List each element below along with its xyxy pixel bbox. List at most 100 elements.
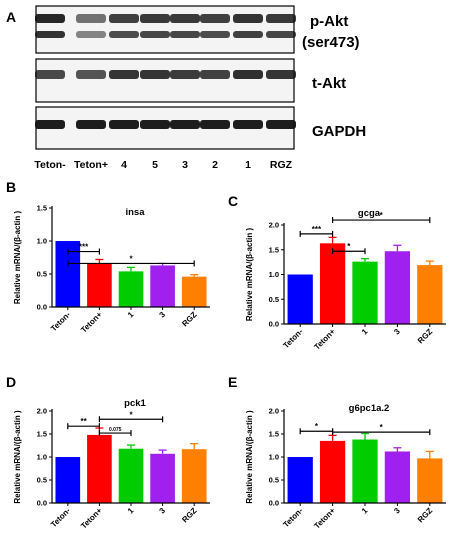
x-tick-label: Teton-	[49, 310, 72, 333]
blot-band	[170, 120, 200, 129]
lane-label: Teton-	[34, 159, 66, 171]
blot-band	[140, 70, 170, 79]
x-tick-label: 3	[392, 506, 402, 516]
x-tick-label: RGZ	[416, 506, 434, 524]
chart-title: g6pc1a.2	[349, 403, 390, 414]
chart-title: gcga	[358, 208, 381, 219]
y-tick-label: 0.5	[37, 270, 47, 279]
bar	[352, 439, 378, 503]
bar	[87, 263, 112, 307]
panel-letter-c: C	[228, 193, 238, 209]
blot-band	[233, 14, 263, 23]
x-tick-label: Teton+	[312, 506, 337, 531]
x-tick-label: 1	[360, 327, 370, 337]
significance-label: *	[380, 423, 384, 432]
blot-band	[109, 14, 139, 23]
x-tick-label: 3	[158, 310, 168, 320]
y-tick-label: 0.0	[269, 499, 279, 508]
bar	[181, 276, 207, 307]
blot-band	[35, 31, 65, 38]
lane-label: 5	[152, 159, 158, 171]
blot-band	[266, 70, 296, 79]
lane-label: 2	[212, 159, 218, 171]
blot-label-pakt: p-Akt	[310, 13, 348, 30]
bar	[384, 251, 411, 324]
blot-band	[35, 70, 65, 79]
y-tick-label: 1.5	[37, 204, 47, 213]
panel-letter-e: E	[228, 374, 237, 390]
blot-band	[170, 31, 200, 38]
y-tick-label: 0.5	[269, 476, 279, 485]
y-tick-label: 1.0	[269, 270, 279, 279]
x-tick-label: RGZ	[180, 310, 198, 328]
y-tick-label: 1.5	[37, 430, 47, 439]
bar	[118, 271, 144, 307]
chart-g6pc1a2: g6pc1a.2 Relative mRNA/(β-actin ) 0.0 0.5 1.…	[245, 403, 446, 531]
y-axis-label: Relative mRNA/(β-actin )	[245, 410, 254, 504]
blot-label-takt: t-Akt	[312, 75, 346, 92]
bar	[319, 440, 346, 503]
blot-band	[200, 31, 230, 38]
significance-label: ***	[79, 243, 89, 252]
significance-label: ***	[312, 225, 322, 234]
x-tick-label: Teton+	[312, 327, 337, 352]
chart-insa: insa Relative mRNA/(β-actin ) 0.0 0.5 1.0 1.5…	[13, 204, 210, 335]
panel-letter-d: D	[6, 374, 16, 390]
bar	[55, 457, 81, 503]
blot-band	[35, 120, 65, 129]
blot-band	[140, 120, 170, 129]
bar	[287, 457, 313, 503]
x-tick-label: Teton-	[281, 327, 304, 350]
y-tick-label: 2.0	[269, 221, 279, 230]
blot-band	[233, 120, 263, 129]
lane-label: 3	[182, 159, 188, 171]
chart-title: insa	[125, 207, 145, 218]
blot-band	[35, 14, 65, 23]
blot-band	[233, 70, 263, 79]
blot-box-pakt	[35, 5, 295, 54]
x-tick-label: Teton-	[281, 506, 304, 529]
bar	[287, 274, 313, 324]
blot-band	[109, 31, 139, 38]
chart-gcga: gcga Relative mRNA/(β-actin ) 0.0 0.5 1.0 1.5…	[245, 208, 446, 352]
significance-label: *	[129, 410, 133, 419]
bar	[352, 261, 378, 324]
x-tick-label: 3	[392, 327, 402, 337]
y-tick-label: 1.0	[37, 237, 47, 246]
y-tick-label: 1.5	[269, 245, 279, 254]
significance-label: 0.075	[109, 427, 122, 433]
y-axis-label: Relative mRNA/(β-actin )	[13, 410, 22, 504]
y-tick-label: 1.0	[37, 453, 47, 462]
y-tick-label: 0.5	[269, 295, 279, 304]
chart-title: pck1	[124, 398, 146, 409]
blot-band	[266, 120, 296, 129]
blot-band	[76, 31, 106, 38]
y-tick-label: 0.0	[37, 499, 47, 508]
blot-band	[266, 14, 296, 23]
x-tick-label: 1	[360, 506, 370, 516]
y-tick-label: 1.5	[269, 430, 279, 439]
lane-label: 1	[245, 159, 251, 171]
bar	[181, 449, 207, 503]
y-tick-label: 1.0	[269, 453, 279, 462]
x-tick-label: 3	[158, 506, 168, 516]
blot-band	[109, 120, 139, 129]
blot-band	[233, 31, 263, 38]
chart-pck1: pck1 Relative mRNA/(β-actin ) 0.0 0.5 1.0 1.5…	[13, 398, 210, 531]
x-tick-label: Teton+	[79, 310, 104, 335]
blot-band	[200, 70, 230, 79]
lane-label: 4	[121, 159, 127, 171]
bar	[118, 448, 144, 503]
x-tick-label: RGZ	[416, 327, 434, 345]
bar	[319, 243, 346, 324]
y-axis-label: Relative mRNA/(β-actin )	[13, 210, 22, 304]
y-tick-label: 2.0	[37, 407, 47, 416]
y-tick-label: 0.0	[269, 320, 279, 329]
blot-band	[76, 70, 106, 79]
bar	[150, 453, 175, 503]
x-tick-label: Teton-	[49, 506, 72, 529]
blot-band	[109, 70, 139, 79]
blot-band	[170, 70, 200, 79]
blot-band	[266, 31, 296, 38]
